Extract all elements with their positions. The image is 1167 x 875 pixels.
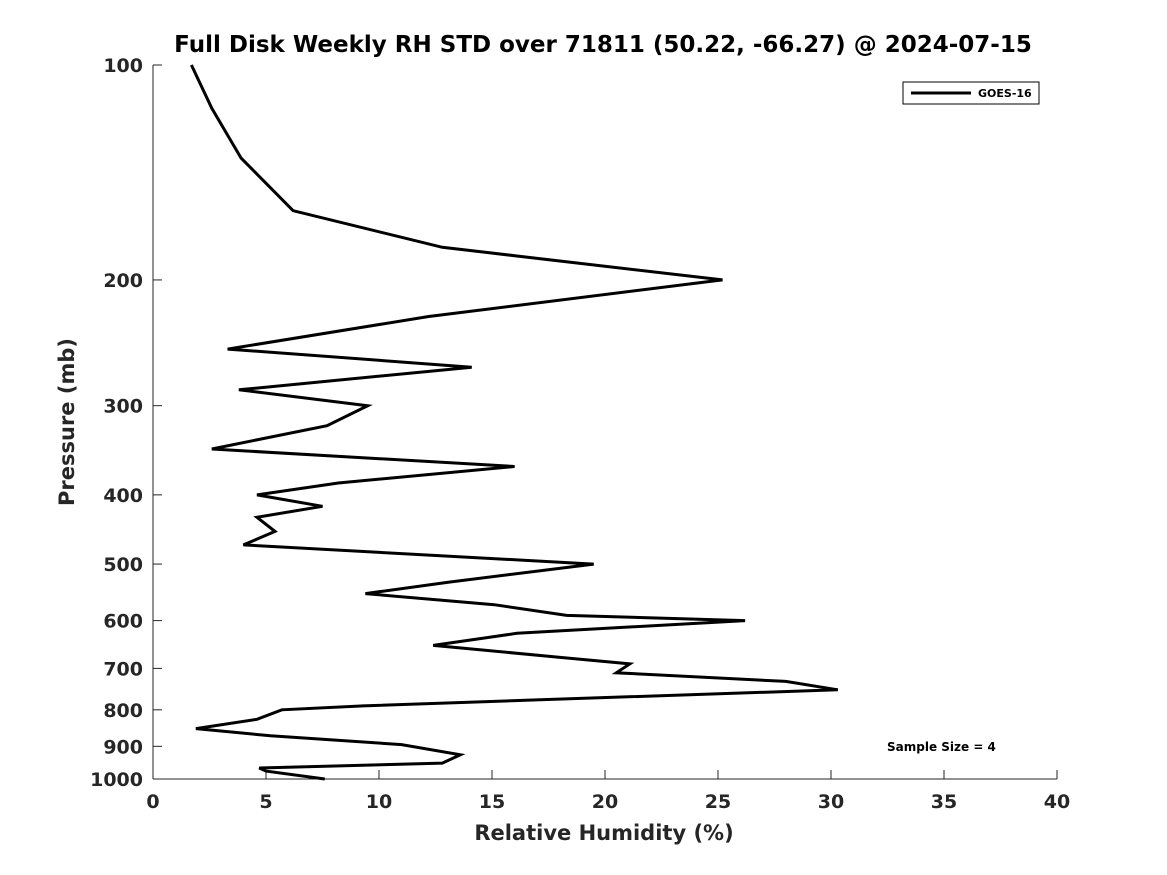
plot-area: 0 5 10 15 20 25 30 35 40 100 200 300 400 500 600 700 80…: [90, 55, 1070, 813]
y-axis-label: Pressure (mb): [55, 338, 79, 506]
x-tick-label: 35: [931, 791, 957, 813]
y-tick-label: 900: [103, 736, 143, 758]
y-axis-ticks: 100 200 300 400 500 600 700 800 900 1000: [90, 55, 162, 791]
x-axis-ticks: 0 5 10 15 20 25 30 35 40: [146, 770, 1070, 813]
x-tick-label: 15: [479, 791, 505, 813]
x-tick-label: 25: [705, 791, 731, 813]
series-line-goes16: [190, 64, 839, 781]
y-tick-label: 200: [103, 270, 143, 292]
y-tick-label: 100: [103, 55, 143, 77]
y-tick-label: 1000: [90, 769, 143, 791]
x-axis-label: Relative Humidity (%): [474, 821, 733, 845]
x-tick-label: 5: [259, 791, 272, 813]
y-tick-label: 600: [103, 611, 143, 633]
x-tick-label: 0: [146, 791, 159, 813]
y-tick-label: 400: [103, 485, 143, 507]
y-tick-label: 500: [103, 554, 143, 576]
x-tick-label: 40: [1044, 791, 1070, 813]
sample-size-annotation: Sample Size = 4: [887, 740, 996, 754]
legend: GOES-16: [902, 81, 1040, 105]
x-tick-label: 10: [366, 791, 392, 813]
y-tick-label: 800: [103, 700, 143, 722]
y-tick-label: 700: [103, 658, 143, 680]
legend-label-goes16: GOES-16: [978, 87, 1032, 100]
chart-title: Full Disk Weekly RH STD over 71811 (50.2…: [174, 32, 1032, 58]
x-tick-label: 20: [592, 791, 618, 813]
y-tick-label: 300: [103, 396, 143, 418]
x-tick-label: 30: [818, 791, 844, 813]
